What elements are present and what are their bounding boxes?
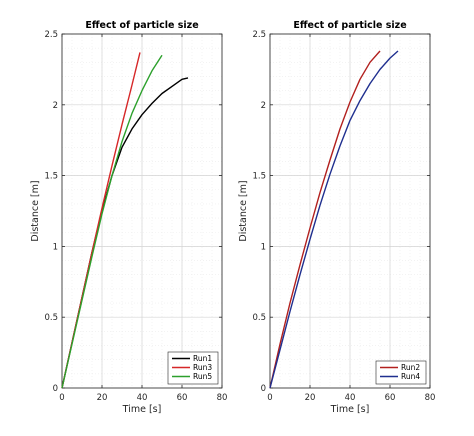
series-line-run4 bbox=[269, 50, 399, 389]
x-tick-label: 80 bbox=[425, 393, 436, 403]
x-axis-label: Time [s] bbox=[122, 404, 162, 415]
x-axis-label: Time [s] bbox=[330, 404, 370, 415]
y-tick-label: 1.5 bbox=[252, 172, 266, 182]
x-tick-label: 0 bbox=[59, 393, 64, 403]
legend-box bbox=[375, 360, 427, 385]
chart-panel-1: 0 20 40 60 80 0 0.5 1 1.5 2 2.5 Effect of particle … bbox=[30, 20, 227, 415]
x-tick-label: 60 bbox=[177, 393, 188, 403]
y-tick-label: 1 bbox=[53, 242, 58, 252]
y-tick-label: 2 bbox=[53, 101, 58, 111]
x-tick-label: 0 bbox=[267, 393, 272, 403]
series-line-run2 bbox=[269, 50, 381, 389]
x-tick-label: 20 bbox=[305, 393, 316, 403]
series-line-run5 bbox=[61, 54, 163, 389]
y-tick-label: 1.5 bbox=[44, 172, 58, 182]
legend-label: Run1 bbox=[193, 354, 212, 363]
y-tick-label: 0.5 bbox=[252, 313, 266, 323]
x-tick-label: 20 bbox=[97, 393, 108, 403]
legend-label: Run2 bbox=[401, 363, 420, 372]
y-tick-label: 0 bbox=[261, 384, 266, 394]
chart-title: Effect of particle size bbox=[293, 20, 406, 31]
y-tick-label: 0.5 bbox=[44, 313, 58, 323]
legend-label: Run5 bbox=[193, 372, 212, 381]
legend-label: Run3 bbox=[193, 363, 212, 372]
y-tick-label: 0 bbox=[53, 384, 58, 394]
y-axis-label: Distance [m] bbox=[238, 180, 249, 241]
x-tick-label: 40 bbox=[345, 393, 356, 403]
y-tick-label: 2 bbox=[261, 101, 266, 111]
chart-panel-2: 0 20 40 60 80 0 0.5 1 1.5 2 2.5 Effect of particle … bbox=[238, 20, 435, 415]
y-tick-label: 1 bbox=[261, 242, 266, 252]
legend-label: Run4 bbox=[401, 372, 420, 381]
x-tick-label: 80 bbox=[217, 393, 228, 403]
chart-title: Effect of particle size bbox=[85, 20, 198, 31]
series-line-run1 bbox=[61, 77, 189, 389]
y-tick-label: 2.5 bbox=[252, 30, 266, 40]
x-tick-label: 60 bbox=[385, 393, 396, 403]
y-tick-label: 2.5 bbox=[44, 30, 58, 40]
x-tick-label: 40 bbox=[137, 393, 148, 403]
y-axis-label: Distance [m] bbox=[30, 180, 41, 241]
